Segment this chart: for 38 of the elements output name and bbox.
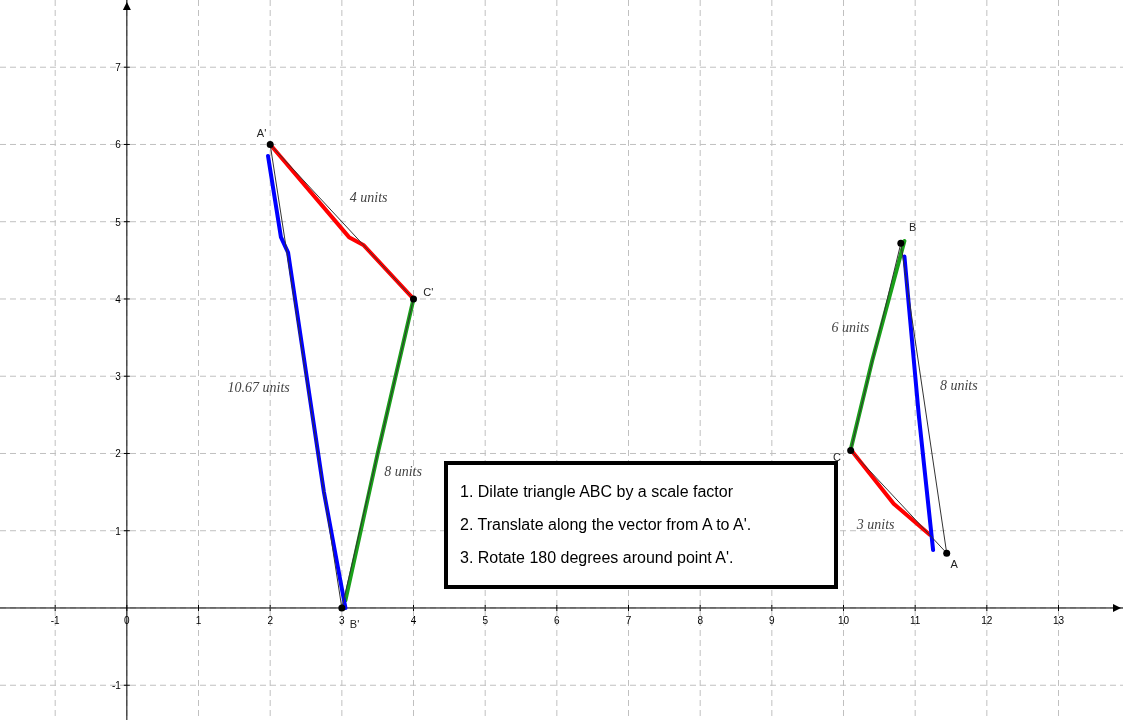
x-tick-label: 6 — [554, 614, 561, 626]
x-tick-label: 7 — [625, 614, 632, 626]
x-tick-label: 3 — [339, 614, 346, 626]
y-tick-label: 3 — [115, 371, 122, 383]
annotation: B — [908, 221, 917, 234]
annotation: 8 units — [384, 464, 423, 480]
y-tick-label: 4 — [115, 293, 122, 305]
annotation: 4 units — [349, 189, 389, 205]
annotation: 3 units — [855, 517, 896, 533]
x-tick-label: 1 — [195, 614, 202, 626]
y-tick-label: 6 — [115, 139, 122, 151]
y-tick-label: 2 — [115, 448, 122, 460]
y-tick-label: 7 — [115, 62, 122, 74]
x-tick-label: 12 — [981, 614, 993, 626]
annotation: A — [950, 558, 959, 571]
annotation: B' — [349, 617, 360, 630]
annotation: C' — [423, 285, 434, 298]
annotation: 2. Translate along the vector from A to A'. — [460, 516, 752, 533]
y-tick-label: -1 — [111, 680, 122, 692]
annotation: 8 units — [939, 378, 979, 394]
x-tick-label: 9 — [769, 614, 776, 626]
annotation: 3. Rotate 180 degrees around point A'. — [460, 549, 734, 566]
annotation: 1. Dilate triangle ABC by a scale factor — [460, 483, 734, 500]
x-tick-label: 5 — [482, 614, 489, 626]
annotation: A' — [256, 127, 267, 140]
x-tick-label: -1 — [50, 614, 61, 626]
x-tick-label: 2 — [267, 614, 274, 626]
x-tick-label: 4 — [410, 614, 417, 626]
x-tick-label: 8 — [697, 614, 704, 626]
annotation: C — [832, 451, 841, 464]
y-tick-label: 1 — [115, 525, 122, 537]
x-tick-label: 11 — [909, 614, 921, 626]
x-tick-label: 13 — [1052, 614, 1065, 626]
annotation: 10.67 units — [227, 379, 291, 395]
annotation: 6 units — [831, 319, 870, 335]
y-tick-label: 5 — [115, 216, 122, 228]
x-tick-label: 0 — [124, 614, 131, 626]
x-tick-label: 10 — [837, 614, 850, 626]
